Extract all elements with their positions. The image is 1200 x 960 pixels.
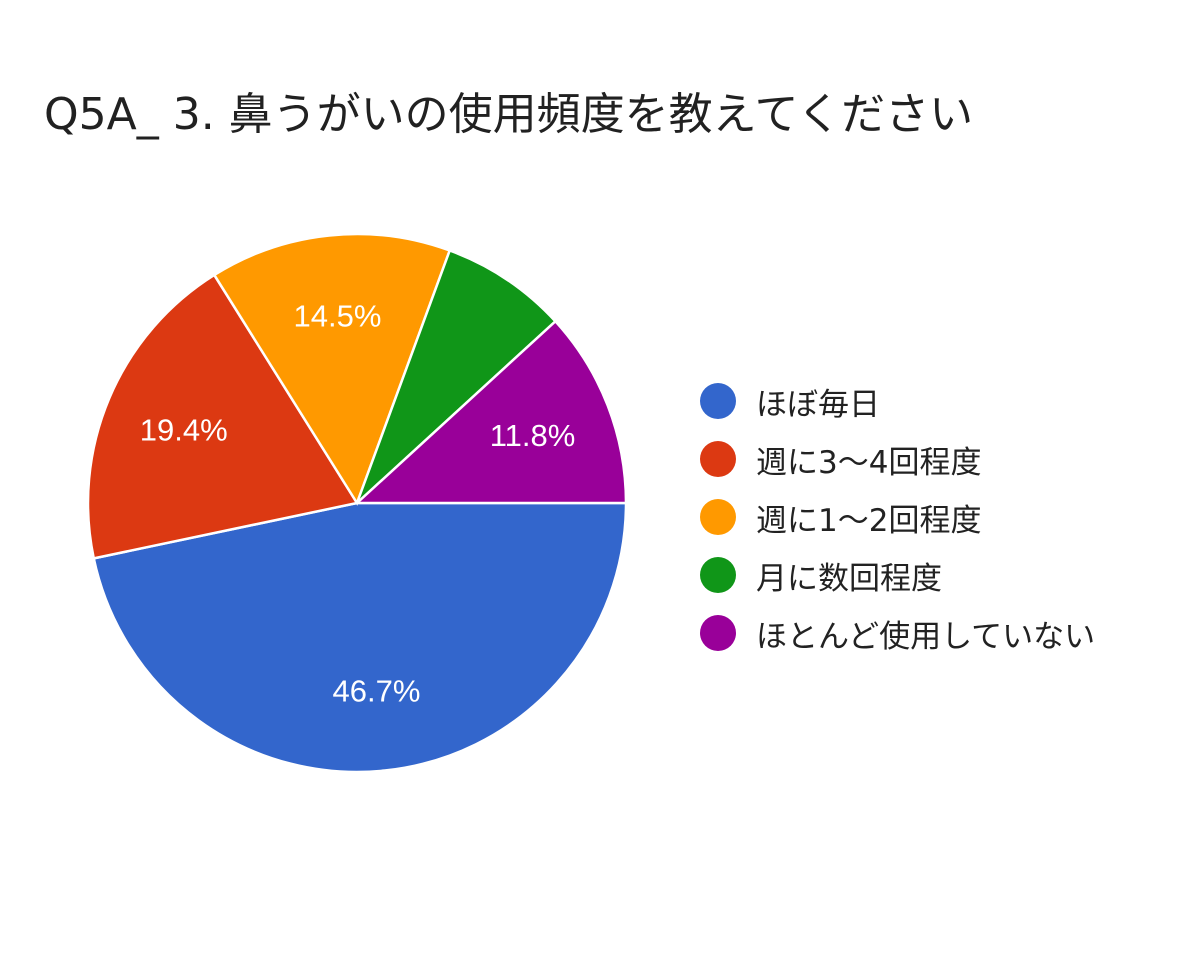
legend-swatch-icon	[700, 557, 736, 593]
pie-slice	[355, 248, 558, 504]
legend-label: 週に3〜4回程度	[756, 444, 982, 481]
legend-label: ほぼ毎日	[756, 386, 880, 423]
legend-label: ほとんど使用していない	[756, 618, 1096, 655]
chart-title: Q5A_ 3. 鼻うがいの使用頻度を教えてください	[44, 89, 974, 140]
legend-swatch-icon	[700, 499, 736, 535]
legend-swatch-icon	[700, 615, 736, 651]
legend-swatch-icon	[700, 441, 736, 477]
data-label: 14.5%	[294, 299, 382, 334]
legend-label: 月に数回程度	[756, 560, 942, 597]
legend: ほぼ毎日週に3〜4回程度 週に1〜2回程度 月に数回程度ほとんど使用していない	[700, 372, 1095, 662]
pie-slice	[86, 273, 360, 560]
legend-item[interactable]: 月に数回程度	[700, 546, 1095, 604]
pie-slice	[212, 232, 452, 506]
legend-label: 週に1〜2回程度	[756, 502, 982, 539]
legend-swatch-icon	[700, 383, 736, 419]
data-label: 11.8%	[490, 418, 576, 453]
pie-slice	[92, 501, 628, 774]
data-label: 46.7%	[333, 673, 421, 708]
legend-item[interactable]: ほとんど使用していない	[700, 604, 1095, 662]
pie-slice	[353, 319, 628, 505]
legend-item[interactable]: 週に1〜2回程度	[700, 488, 1095, 546]
legend-item[interactable]: ほぼ毎日	[700, 372, 1095, 430]
data-label: 19.4%	[140, 412, 228, 447]
legend-item[interactable]: 週に3〜4回程度	[700, 430, 1095, 488]
